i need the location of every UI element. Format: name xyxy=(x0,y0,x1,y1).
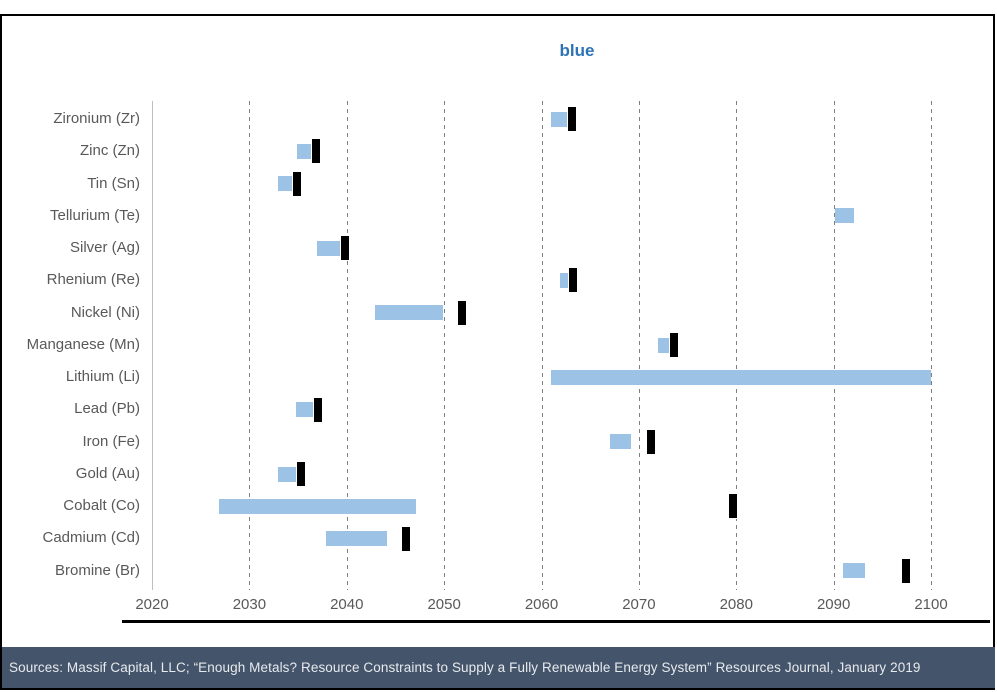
gridline-2030 xyxy=(249,101,251,590)
range-bar xyxy=(658,337,671,353)
x-tick-label: 2040 xyxy=(330,596,364,613)
range-bar xyxy=(551,111,570,127)
category-label: Zironium (Zr) xyxy=(53,110,140,127)
marker-bar xyxy=(401,525,412,552)
x-tick-label: 2090 xyxy=(816,596,851,613)
marker-bar xyxy=(668,332,679,358)
x-tick-label: 2020 xyxy=(135,596,169,613)
source-bar: Sources: Massif Capital, LLC; “Enough Me… xyxy=(2,647,995,688)
category-label: Tellurium (Te) xyxy=(49,206,140,224)
source-text: Sources: Massif Capital, LLC; “Enough Me… xyxy=(9,660,921,675)
gridline-2100 xyxy=(931,101,932,590)
range-bar xyxy=(834,208,855,224)
chart-title: blue xyxy=(559,41,595,60)
range-bar xyxy=(551,369,931,385)
marker-bar xyxy=(566,106,577,133)
marker-bar xyxy=(728,493,739,520)
x-tick-label: 2050 xyxy=(427,596,461,613)
category-label: Bromine (Br) xyxy=(54,561,140,579)
marker-bar xyxy=(310,138,321,165)
marker-bar xyxy=(312,396,323,423)
x-axis: 2020 2030 2040 2050 2060 2070 2080 2090 2100 xyxy=(0,596,997,616)
marker-bar xyxy=(339,235,350,262)
category-label: Cadmium (Cd) xyxy=(42,529,140,547)
x-tick-label: 2080 xyxy=(719,596,753,613)
range-bar xyxy=(297,143,315,159)
marker-bar xyxy=(900,557,911,584)
chart-bottom-edge xyxy=(122,620,990,623)
marker-bar xyxy=(295,461,306,488)
category-label: Gold (Au) xyxy=(75,464,140,482)
range-bar xyxy=(374,305,444,321)
category-label: Cobalt (Co) xyxy=(63,497,140,515)
gridline-2060 xyxy=(541,101,543,590)
gridline-2070 xyxy=(638,101,640,590)
category-label: Rhenium (Re) xyxy=(46,271,140,289)
category-label: Zinc (Zn) xyxy=(80,142,140,160)
x-tick-label: 2070 xyxy=(622,596,656,613)
category-label: Lithium (Li) xyxy=(65,368,140,386)
marker-bar xyxy=(645,428,656,455)
category-label: Nickel (Ni) xyxy=(70,303,140,321)
x-tick-label: 2060 xyxy=(524,596,559,613)
category-label: Tin (Sn) xyxy=(87,174,140,192)
gridline-2090 xyxy=(833,101,835,590)
x-tick-label: 2030 xyxy=(232,596,267,613)
value-axis-line xyxy=(152,101,153,590)
category-label: Iron (Fe) xyxy=(82,432,140,450)
x-tick-label: 2100 xyxy=(914,596,948,613)
gridline-2040 xyxy=(346,101,348,590)
gridline-2050 xyxy=(444,101,446,590)
marker-bar xyxy=(456,299,467,326)
range-bar xyxy=(560,272,568,288)
range-bar xyxy=(277,466,298,482)
gridline-2080 xyxy=(736,101,738,590)
range-bar xyxy=(219,498,416,514)
range-bar xyxy=(326,531,387,547)
marker-bar xyxy=(292,170,303,197)
range-bar xyxy=(609,434,632,450)
category-label: Lead (Pb) xyxy=(74,400,140,418)
category-label: Manganese (Mn) xyxy=(26,335,140,353)
marker-bar xyxy=(567,267,578,294)
plot-area xyxy=(152,101,932,590)
category-label: Silver (Ag) xyxy=(69,239,140,257)
range-bar xyxy=(316,240,347,256)
range-bar xyxy=(843,563,865,579)
range-bar xyxy=(296,402,313,418)
